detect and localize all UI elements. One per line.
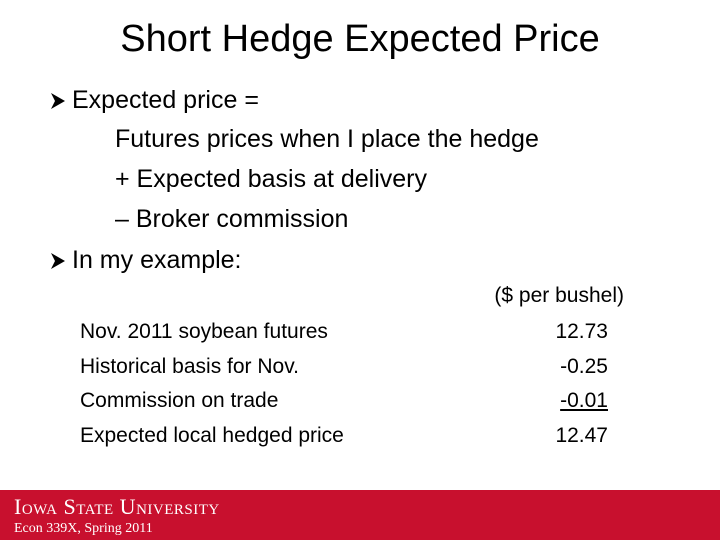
bullet-subline: + Expected basis at delivery (115, 165, 427, 193)
slide-title: Short Hedge Expected Price (120, 18, 600, 60)
course-label: Econ 339X, Spring 2011 (14, 521, 153, 536)
row-label: Nov. 2011 soybean futures (80, 320, 328, 343)
row-label: Expected local hedged price (80, 424, 344, 447)
row-value: 12.47 (555, 424, 608, 447)
row-value: 12.73 (555, 320, 608, 343)
row-label: Historical basis for Nov. (80, 355, 300, 378)
bullet-subline: Futures prices when I place the hedge (115, 125, 539, 153)
unit-header: ($ per bushel) (494, 284, 624, 307)
university-name: Iowa State University (14, 494, 220, 519)
bullet-arrow (51, 253, 65, 269)
footer-bar (0, 490, 720, 540)
bullet-text: In my example: (72, 246, 242, 274)
bullet-text: Expected price = (72, 86, 259, 114)
row-label: Commission on trade (80, 389, 279, 412)
bullet-subline: – Broker commission (115, 205, 349, 233)
bullet-arrow (51, 93, 65, 109)
row-value: -0.25 (560, 355, 608, 378)
row-value: -0.01 (560, 389, 608, 412)
